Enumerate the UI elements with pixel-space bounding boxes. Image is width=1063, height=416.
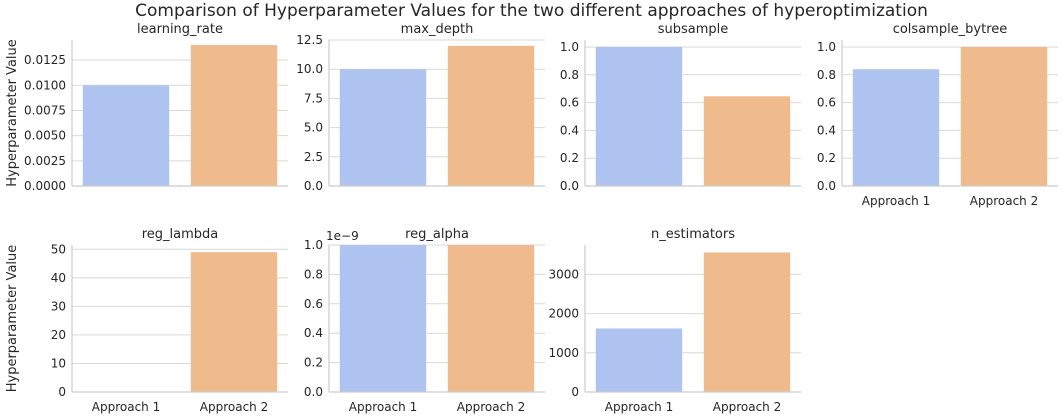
y-tick-label: 0.4	[817, 123, 836, 137]
x-tick-label: Approach 1	[862, 194, 930, 208]
y-tick-label: 12.5	[296, 33, 323, 47]
bar-approach-1	[339, 69, 427, 186]
bar-approach-1	[852, 69, 940, 186]
y-tick-label: 0.0075	[24, 103, 66, 117]
subplot-max-depth: 0.0 2.5 5.0 7.5 10.0 12.5 max_depth	[296, 22, 545, 193]
x-tick-label: Approach 2	[970, 194, 1038, 208]
figure-title: Comparison of Hyperparameter Values for …	[135, 1, 928, 21]
y-tick-label: 1.0	[817, 40, 836, 54]
y-tick-label: 1000	[548, 346, 579, 360]
subplot-title: learning_rate	[137, 22, 223, 37]
subplot-title: reg_alpha	[405, 227, 469, 242]
bar-approach-2	[703, 96, 791, 186]
y-tick-label: 0.2	[304, 356, 323, 370]
bar-approach-1	[339, 245, 427, 392]
y-tick-label: 0.0	[304, 179, 323, 193]
bar-approach-2	[447, 245, 535, 392]
y-tick-label: 2000	[548, 307, 579, 321]
y-tick-label: 5.0	[304, 121, 323, 135]
y-tick-label: 3000	[548, 267, 579, 281]
y-tick-label: 0.8	[817, 68, 836, 82]
x-tick-label: Approach 1	[605, 400, 673, 414]
x-tick-label: Approach 2	[200, 400, 268, 414]
y-tick-label: 0.0	[817, 179, 836, 193]
bar-approach-2	[703, 252, 791, 392]
subplot-title: n_estimators	[651, 227, 735, 242]
y-offset-label: 1e−9	[326, 229, 359, 243]
y-tick-label: 1.0	[304, 238, 323, 252]
subplot-reg-alpha: 0.0 0.2 0.4 0.6 0.8 1.0 Approach 1 Approach 2 re…	[304, 227, 545, 414]
y-tick-label: 20	[51, 328, 66, 342]
y-axis-label: Hyperparameter Value	[5, 39, 20, 187]
y-tick-label: 0.0	[304, 385, 323, 399]
y-axis-label: Hyperparameter Value	[5, 245, 20, 393]
y-tick-label: 40	[51, 271, 66, 285]
subplot-title: colsample_bytree	[893, 22, 1008, 37]
y-tick-label: 0.6	[304, 297, 323, 311]
y-tick-label: 0.8	[304, 267, 323, 281]
y-tick-label: 2.5	[304, 150, 323, 164]
y-tick-label: 7.5	[304, 91, 323, 105]
y-tick-label: 50	[51, 242, 66, 256]
bar-approach-2	[190, 45, 278, 186]
y-tick-label: 0.2	[817, 151, 836, 165]
x-tick-label: Approach 2	[713, 400, 781, 414]
subplot-learning-rate: 0.0000 0.0025 0.0050 0.0075 0.0100 0.0125 lear…	[5, 22, 288, 193]
bar-approach-2	[960, 46, 1048, 187]
y-tick-label: 0.4	[560, 123, 579, 137]
y-tick-label: 0.4	[304, 326, 323, 340]
x-tick-label: Approach 1	[92, 400, 160, 414]
bar-approach-2	[447, 45, 535, 187]
bar-approach-1	[595, 328, 683, 392]
y-tick-label: 30	[51, 299, 66, 313]
y-tick-label: 1.0	[560, 40, 579, 54]
y-tick-label: 0.6	[560, 96, 579, 110]
bar-approach-1	[595, 46, 683, 187]
subplot-colsample-bytree: 0.0 0.2 0.4 0.6 0.8 1.0 Approach 1 Approach 2 co…	[817, 22, 1058, 208]
y-tick-label: 0.0000	[24, 179, 66, 193]
subplot-subsample: 0.0 0.2 0.4 0.6 0.8 1.0 subsample	[560, 22, 801, 193]
y-tick-label: 0	[571, 385, 579, 399]
x-tick-label: Approach 1	[349, 400, 417, 414]
subplot-title: max_depth	[401, 22, 474, 37]
y-tick-label: 0.8	[560, 68, 579, 82]
y-tick-label: 0.0050	[24, 129, 66, 143]
y-tick-label: 10	[51, 356, 66, 370]
y-tick-label: 0	[58, 385, 66, 399]
bar-approach-1	[82, 85, 170, 186]
y-tick-label: 0.0	[560, 179, 579, 193]
subplot-reg-lambda: 0 10 20 30 40 50 Approach 1 Approach 2 reg_lambd…	[5, 227, 288, 414]
bar-approach-2	[190, 252, 278, 392]
subplot-title: reg_lambda	[142, 227, 219, 242]
y-tick-label: 0.0100	[24, 78, 66, 92]
y-tick-label: 0.0025	[24, 154, 66, 168]
subplot-n-estimators: 0 1000 2000 3000 Approach 1 Approach 2 n_estim…	[548, 227, 801, 414]
y-tick-label: 0.0125	[24, 53, 66, 67]
subplot-title: subsample	[658, 22, 729, 37]
y-tick-label: 0.6	[817, 96, 836, 110]
y-tick-label: 10.0	[296, 62, 323, 76]
x-tick-label: Approach 2	[457, 400, 525, 414]
y-tick-label: 0.2	[560, 151, 579, 165]
